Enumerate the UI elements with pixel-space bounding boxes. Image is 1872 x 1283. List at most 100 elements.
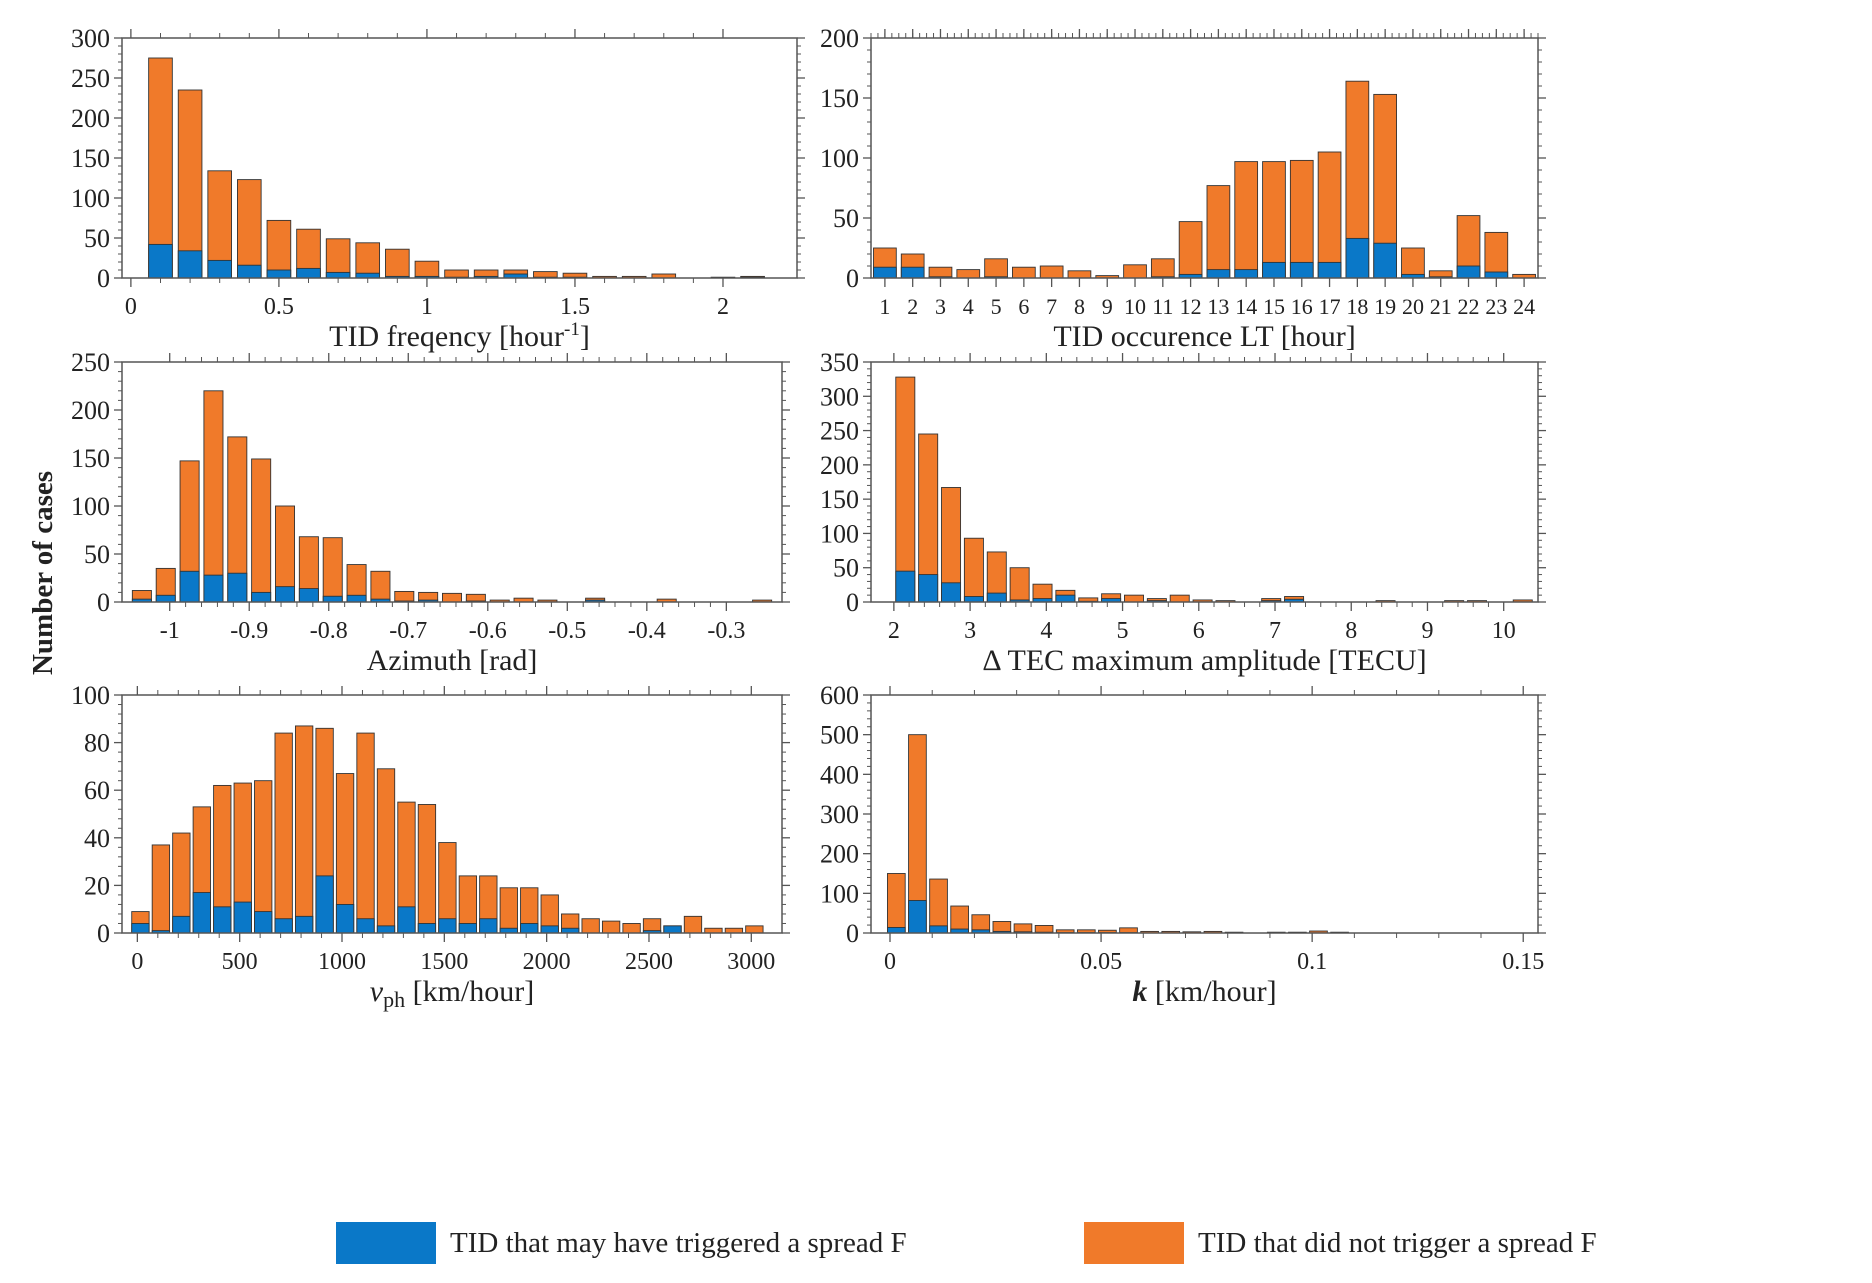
- x-tick-label: 1: [879, 294, 890, 319]
- bar-not-triggered: [177, 89, 203, 279]
- bar-not-triggered: [203, 390, 224, 603]
- x-tick-label: 2: [888, 618, 900, 644]
- bar-triggered: [1234, 269, 1259, 279]
- x-tick-label: -0.3: [707, 618, 745, 644]
- x-tick-label: 3000: [727, 949, 775, 975]
- bar-triggered: [963, 596, 984, 603]
- bar-triggered: [1373, 242, 1397, 279]
- x-tick-label: 0: [884, 949, 896, 975]
- y-tick-label: 250: [71, 348, 110, 377]
- bar-triggered: [900, 266, 925, 279]
- bar-not-triggered: [963, 537, 984, 603]
- legend-item-triggered: TID that may have triggered a spread F: [336, 1222, 907, 1264]
- y-tick-label: 0: [846, 919, 859, 948]
- bar-not-triggered: [266, 219, 292, 279]
- bar-triggered: [479, 918, 498, 934]
- bar-not-triggered: [1234, 161, 1259, 279]
- x-tick-label: 9: [1421, 618, 1433, 644]
- bar-not-triggered: [1178, 221, 1203, 279]
- x-tick-label: 8: [1345, 618, 1357, 644]
- plot-frame: [870, 37, 1539, 279]
- bar-triggered: [155, 594, 176, 603]
- bar-not-triggered: [984, 258, 1008, 279]
- x-tick-label: 2500: [625, 949, 673, 975]
- y-tick-label: 400: [820, 760, 859, 789]
- y-tick-label: 50: [833, 204, 859, 233]
- y-tick-label: 40: [84, 824, 110, 853]
- bar-triggered: [895, 570, 916, 603]
- bar-triggered: [438, 918, 457, 934]
- bar-triggered: [294, 915, 314, 934]
- bar-not-triggered: [1401, 247, 1425, 279]
- bar-not-triggered: [355, 242, 381, 279]
- bar-triggered: [376, 925, 396, 934]
- legend-swatch-triggered: [336, 1222, 436, 1264]
- x-tick-label: 0: [125, 294, 137, 320]
- bar-not-triggered: [956, 269, 981, 279]
- x-tick-label: -0.7: [389, 618, 427, 644]
- bar-triggered: [315, 875, 334, 934]
- bar-not-triggered: [417, 804, 437, 934]
- x-tick-label: 7: [1269, 618, 1281, 644]
- bar-triggered: [458, 923, 478, 934]
- bar-not-triggered: [581, 918, 600, 934]
- x-tick-label: 3: [935, 294, 946, 319]
- bar-not-triggered: [370, 570, 391, 603]
- bar-triggered: [325, 271, 351, 279]
- bar-triggered: [177, 250, 203, 279]
- bar-triggered: [417, 923, 437, 934]
- bar-triggered: [1317, 261, 1342, 279]
- x-axis-label: Azimuth [rad]: [367, 644, 538, 677]
- y-tick-label: 200: [820, 24, 859, 53]
- y-tick-label: 0: [846, 264, 859, 293]
- bar-not-triggered: [322, 537, 343, 603]
- bar-not-triggered: [376, 768, 396, 934]
- x-axis-label: Δ TEC maximum amplitude [TECU]: [982, 644, 1426, 677]
- bar-triggered: [172, 915, 191, 934]
- x-tick-label: 6: [1018, 294, 1029, 319]
- y-tick-label: 60: [84, 776, 110, 805]
- y-tick-label: 300: [820, 382, 859, 411]
- y-tick-label: 250: [820, 417, 859, 446]
- bar-triggered: [1055, 594, 1076, 603]
- y-tick-label: 0: [97, 919, 110, 948]
- bar-not-triggered: [929, 878, 948, 934]
- x-tick-label: 19: [1374, 294, 1396, 319]
- bar-not-triggered: [745, 925, 764, 934]
- bar-triggered: [227, 572, 248, 603]
- bar-not-triggered: [1262, 161, 1286, 279]
- x-tick-label: 13: [1207, 294, 1229, 319]
- bar-triggered: [929, 925, 948, 934]
- bar-triggered: [1206, 269, 1231, 279]
- y-tick-label: 300: [71, 24, 110, 53]
- x-tick-label: 17: [1319, 294, 1341, 319]
- bar-triggered: [131, 923, 150, 934]
- y-tick-label: 200: [820, 840, 859, 869]
- x-tick-label: 7: [1046, 294, 1057, 319]
- x-tick-label: 18: [1346, 294, 1368, 319]
- x-tick-label: 16: [1291, 294, 1313, 319]
- x-tick-label: 9: [1102, 294, 1113, 319]
- y-tick-label: 200: [71, 396, 110, 425]
- y-tick-label: 100: [820, 879, 859, 908]
- x-tick-label: 8: [1074, 294, 1085, 319]
- bar-triggered: [356, 918, 375, 934]
- bar-not-triggered: [1012, 266, 1036, 279]
- legend-item-not-triggered: TID that did not trigger a spread F: [1084, 1222, 1597, 1264]
- bar-triggered: [203, 574, 224, 603]
- bar-not-triggered: [1169, 594, 1190, 603]
- bar-triggered: [266, 269, 292, 279]
- x-tick-label: 12: [1180, 294, 1202, 319]
- x-tick-label: 0.1: [1297, 949, 1327, 975]
- bar-not-triggered: [414, 260, 440, 279]
- bar-not-triggered: [1123, 264, 1147, 279]
- chart-panel-1: 0 50 100 150 200 250 300 0 0.5 1 1.5 2 TID freqency …: [71, 24, 805, 353]
- bar-triggered: [298, 588, 319, 603]
- x-tick-label: 0.15: [1502, 949, 1544, 975]
- bar-triggered: [275, 586, 296, 603]
- x-tick-label: 1: [421, 294, 433, 320]
- bar-triggered: [335, 903, 355, 934]
